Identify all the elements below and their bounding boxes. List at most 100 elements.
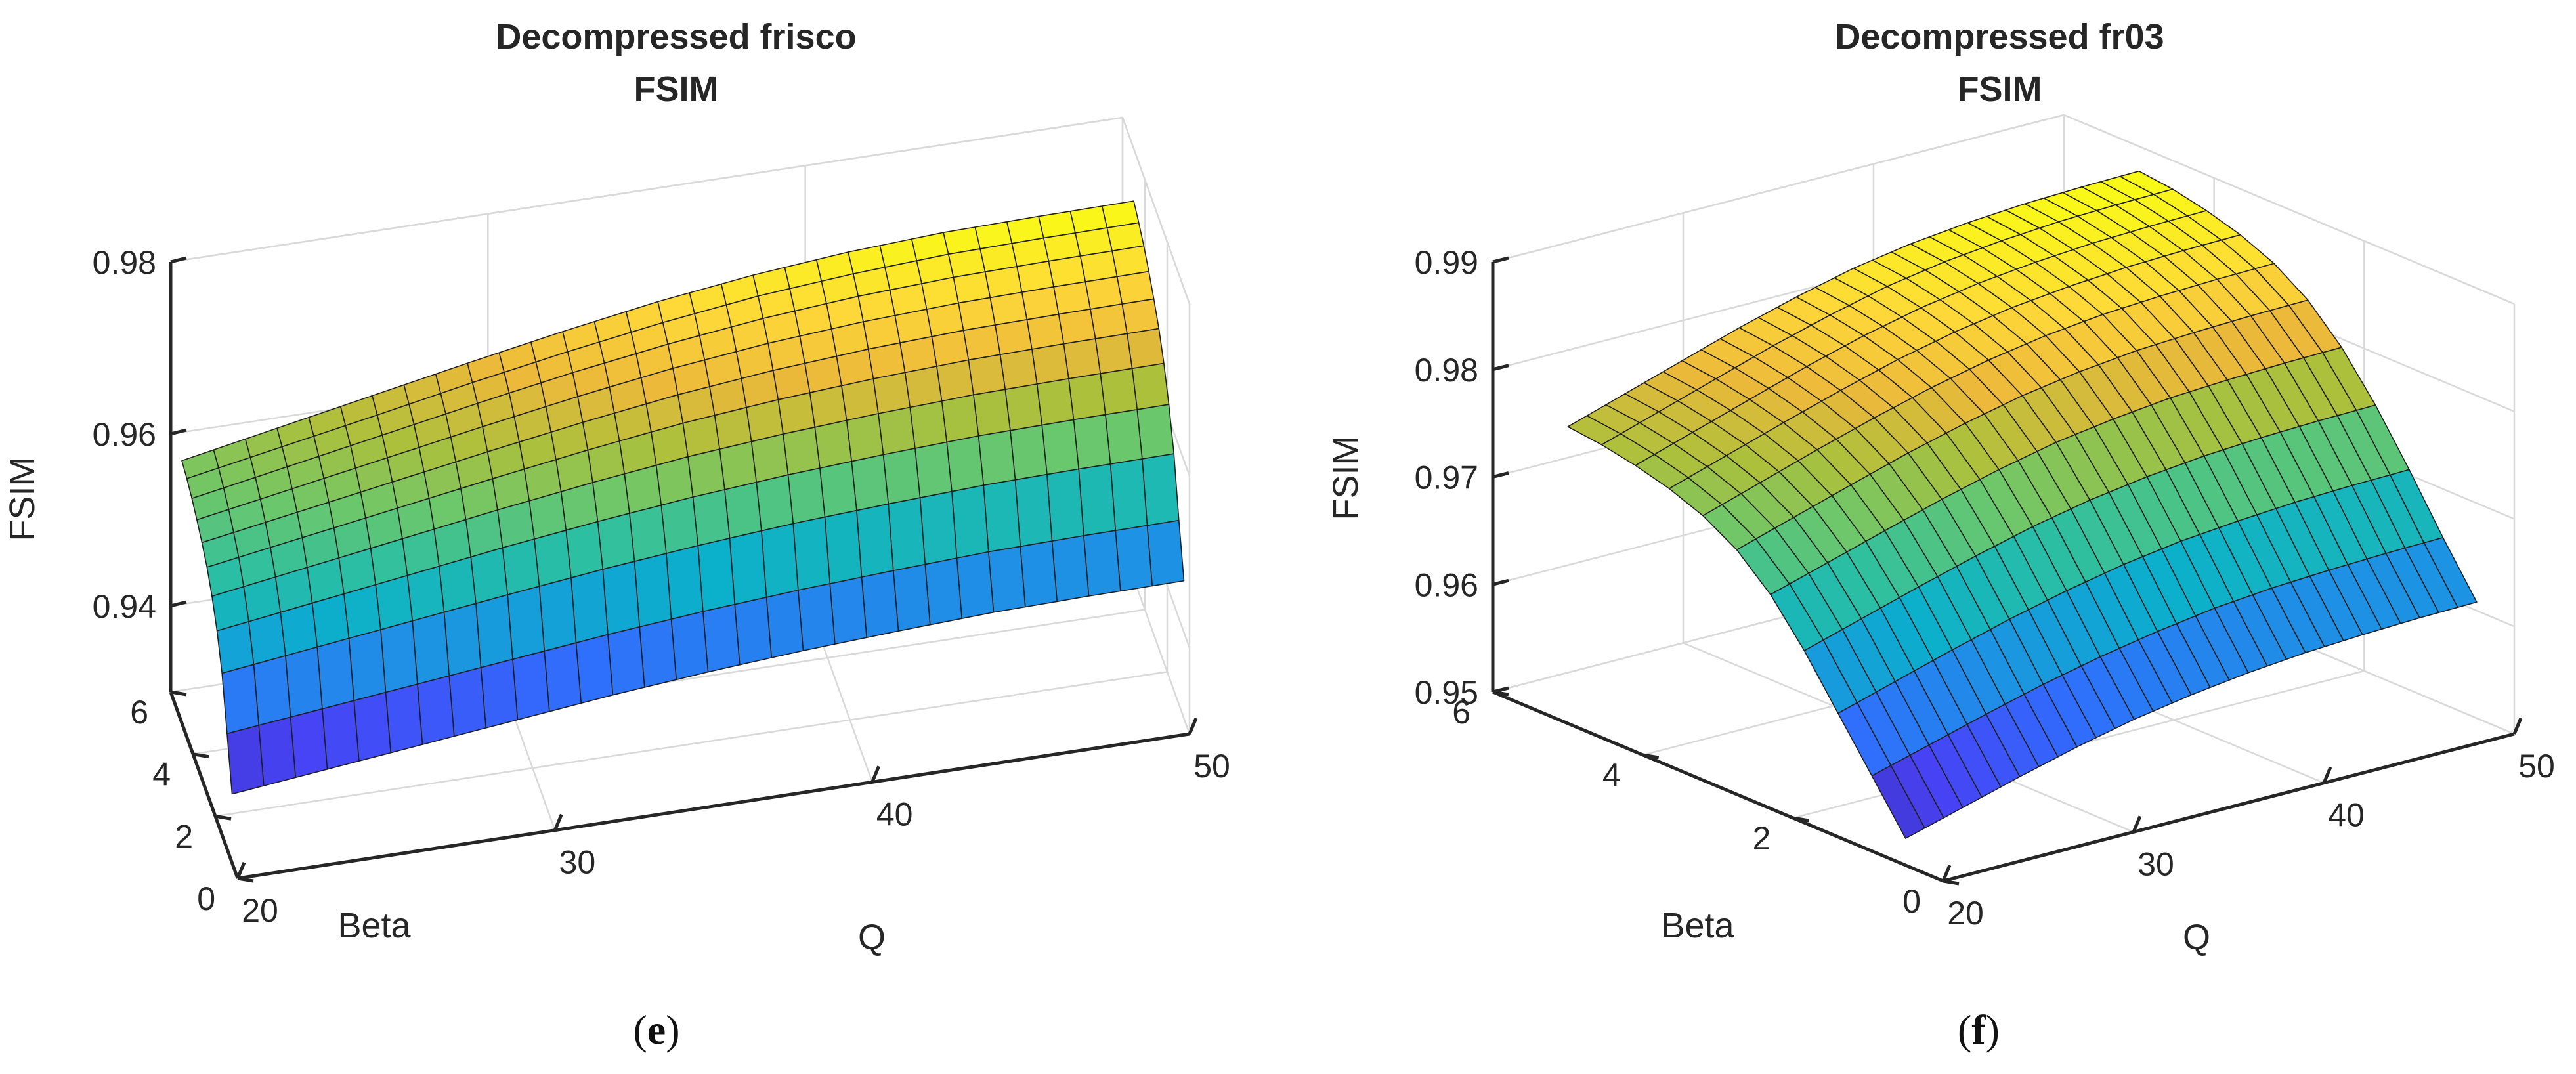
surface-patch (1083, 530, 1121, 597)
surface-patch (697, 538, 735, 612)
surface-patch (882, 448, 921, 505)
surface-patch (973, 389, 1011, 437)
surface-layer (181, 200, 1185, 795)
chart-title: Decompressed frisco (496, 17, 856, 56)
surface-patch (888, 497, 926, 572)
surface-patch (777, 392, 815, 435)
y-axis-label: Beta (337, 906, 411, 945)
surface-patch (841, 378, 879, 421)
surface-patch (829, 576, 867, 645)
fsim-tick (1492, 364, 1509, 372)
fsim-tick (170, 428, 187, 436)
surface-patch (729, 530, 767, 605)
surface-patch (406, 565, 445, 622)
surface-patch (322, 700, 360, 770)
q-tick (2322, 766, 2332, 784)
fsim-tick-label: 0.96 (93, 416, 156, 453)
surface-patch (1073, 414, 1111, 470)
surface-patch (1053, 281, 1091, 315)
beta-tick (237, 876, 254, 883)
surface-patch (856, 503, 894, 578)
surface-patch (448, 667, 487, 737)
surface-patch (962, 324, 1001, 361)
surface-patch (670, 611, 709, 681)
surface-patch (734, 597, 772, 666)
q-tick-label: 20 (242, 892, 278, 929)
grid-line (170, 116, 1123, 263)
caption-open: ( (633, 1006, 647, 1053)
surface-patch (1010, 424, 1048, 481)
surface-patch (565, 521, 604, 579)
surface-patch (851, 454, 889, 511)
caption-close: ) (1986, 1006, 2000, 1053)
surface-patch (1142, 453, 1180, 526)
surface-patch (538, 577, 577, 652)
beta-tick-label: 0 (197, 880, 215, 917)
surface-patch (1100, 368, 1138, 416)
z-axis-label: FSIM (3, 457, 42, 542)
q-tick-label: 30 (559, 844, 596, 881)
surface-patch (1136, 404, 1174, 460)
q-tick-label: 50 (1193, 748, 1230, 784)
beta-tick-label: 0 (1902, 883, 1921, 920)
surface-patch (248, 611, 286, 666)
surface-patch (1078, 463, 1116, 536)
beta-tick-label: 4 (152, 756, 171, 793)
caption-close: ) (666, 1006, 679, 1053)
surface-patch (1094, 333, 1133, 374)
surface-patch (380, 620, 418, 693)
surface-patch (660, 496, 698, 554)
surface-patch (968, 354, 1006, 396)
surface-patch (904, 366, 943, 408)
beta-tick-label: 6 (1452, 694, 1470, 731)
surface-patch (750, 433, 789, 483)
surface-patch (787, 467, 826, 525)
fsim-tick (1492, 578, 1509, 586)
q-tick (1188, 718, 1198, 735)
surface-patch (783, 426, 821, 476)
surface-patch (914, 441, 953, 499)
surface-patch (502, 538, 540, 595)
surface-patch (666, 545, 704, 620)
q-tick-label: 50 (2518, 748, 2555, 784)
surface-patch (988, 546, 1026, 613)
surface-patch (1051, 535, 1090, 603)
surface-patch (290, 708, 328, 779)
beta-tick-label: 4 (1602, 757, 1621, 794)
surface-layer (1567, 170, 2478, 839)
surface-patch (809, 385, 848, 428)
surface-patch (724, 481, 762, 539)
surface-patch (1146, 519, 1185, 587)
surface-patch (1127, 328, 1165, 370)
surface-patch (977, 429, 1016, 486)
y-axis-label: Beta (1661, 906, 1734, 945)
surface-patch (909, 400, 947, 449)
surface-patch (924, 557, 962, 626)
surface-patch (607, 626, 645, 696)
panel-caption: (f) (1958, 1006, 2000, 1053)
surface-patch (995, 319, 1033, 356)
surface-patch (941, 394, 979, 443)
surface-patch (956, 551, 995, 620)
fsim-tick-label: 0.99 (1415, 244, 1478, 281)
surface-patch (226, 725, 265, 795)
surface-patch (846, 413, 884, 462)
surface-patch (719, 440, 757, 490)
surface-patch (470, 547, 509, 605)
surface-patch (375, 574, 414, 630)
surface-patch (475, 594, 513, 668)
beta-tick (1792, 816, 1809, 823)
surface-patch (1063, 338, 1101, 379)
surface-patch (692, 489, 731, 546)
surface-patch (221, 664, 260, 735)
fsim-tick-label: 0.98 (1415, 352, 1478, 389)
surface-patch (819, 460, 857, 518)
surface-patch (1046, 468, 1084, 542)
surface-patch (765, 590, 804, 658)
chart-title: Decompressed fr03 (1835, 17, 2164, 56)
q-axis-line (1943, 732, 2515, 883)
surface-patch (534, 529, 572, 587)
